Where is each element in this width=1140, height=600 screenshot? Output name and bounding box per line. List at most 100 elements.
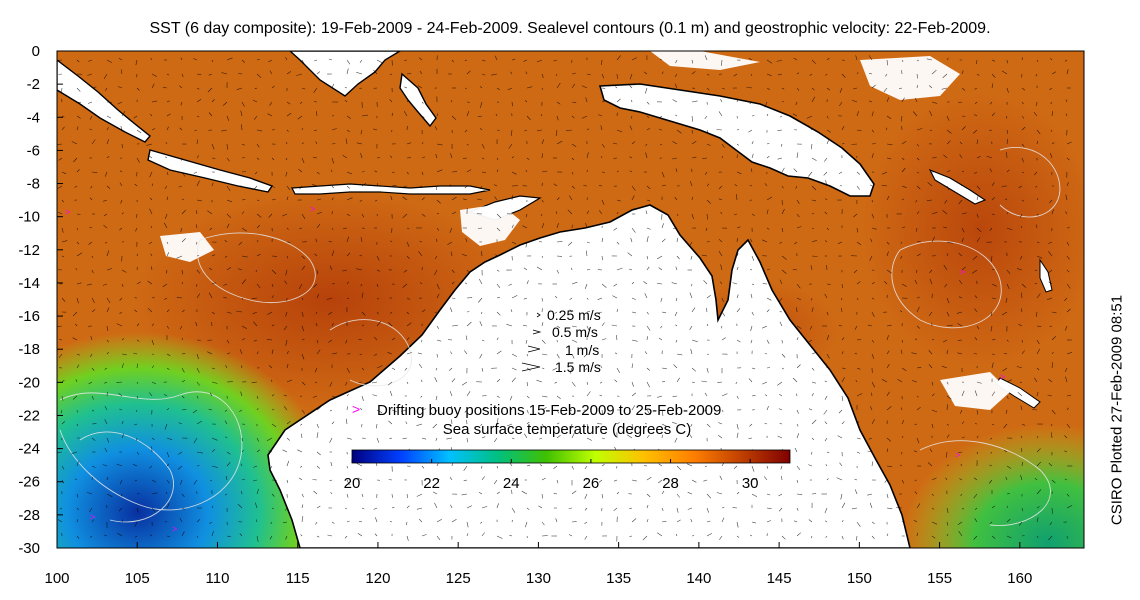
- velocity-arrow: [1006, 211, 1009, 215]
- velocity-arrow: [316, 224, 321, 229]
- colorbar-tick-label: 20: [344, 475, 361, 492]
- velocity-arrow: [1050, 58, 1053, 61]
- velocity-arrow: [927, 182, 933, 187]
- velocity-arrow: [178, 422, 183, 425]
- velocity-arrow: [466, 505, 473, 509]
- velocity-arrow: [778, 493, 783, 497]
- velocity-arrow: [180, 227, 183, 232]
- velocity-arrow: [496, 311, 501, 316]
- velocity-arrow: [916, 532, 918, 537]
- velocity-arrow: [646, 476, 652, 481]
- velocity-arrow: [510, 71, 513, 75]
- velocity-arrow: [480, 521, 483, 524]
- velocity-arrow: [136, 323, 140, 327]
- velocity-arrow: [1021, 57, 1023, 61]
- velocity-arrow: [1020, 475, 1023, 481]
- velocity-arrow: [1049, 87, 1053, 91]
- velocity-arrow: [481, 59, 486, 62]
- velocity-arrow: [241, 143, 245, 146]
- velocity-arrow: [134, 423, 138, 426]
- velocity-arrow: [106, 307, 110, 313]
- velocity-arrow: [629, 125, 633, 131]
- velocity-arrow: [221, 129, 228, 132]
- velocity-arrow: [781, 101, 784, 103]
- velocity-arrow: [344, 99, 348, 103]
- velocity-arrow: [976, 227, 982, 233]
- velocity-arrow: [811, 307, 814, 313]
- velocity-arrow: [824, 211, 828, 215]
- velocity-arrow: [241, 227, 247, 232]
- velocity-arrow: [61, 240, 68, 243]
- velocity-arrow: [1066, 269, 1070, 273]
- velocity-arrow: [942, 210, 948, 215]
- velocity-arrow: [466, 143, 469, 146]
- velocity-arrow: [151, 83, 155, 89]
- velocity-arrow: [149, 208, 153, 215]
- velocity-arrow: [629, 170, 633, 173]
- velocity-arrow: [811, 367, 815, 371]
- velocity-arrow: [751, 493, 758, 498]
- velocity-arrow: [346, 59, 351, 65]
- velocity-arrow: [342, 155, 348, 159]
- velocity-arrow: [661, 381, 666, 383]
- velocity-arrow: [1066, 141, 1072, 145]
- velocity-arrow: [976, 73, 980, 76]
- velocity-arrow: [374, 199, 378, 202]
- velocity-arrow: [631, 281, 635, 285]
- velocity-arrow: [717, 381, 723, 383]
- velocity-arrow: [601, 59, 603, 66]
- velocity-arrow: [1051, 142, 1055, 145]
- velocity-arrow: [316, 211, 323, 215]
- velocity-arrow: [391, 409, 397, 413]
- velocity-arrow: [777, 73, 783, 76]
- velocity-arrow: [346, 115, 351, 119]
- velocity-arrow: [629, 268, 633, 271]
- velocity-arrow: [330, 461, 333, 467]
- velocity-arrow: [1066, 352, 1072, 355]
- velocity-arrow: [928, 364, 933, 369]
- velocity-arrow: [583, 353, 588, 358]
- velocity-arrow: [780, 465, 783, 470]
- legend-arrow-15: [521, 362, 541, 372]
- velocity-arrow: [76, 423, 78, 427]
- velocity-arrow: [134, 183, 138, 187]
- velocity-arrow: [959, 478, 963, 481]
- velocity-arrow: [436, 227, 440, 231]
- velocity-arrow: [886, 405, 892, 411]
- velocity-arrow: [616, 465, 618, 469]
- velocity-arrow: [541, 297, 543, 302]
- velocity-arrow: [90, 535, 93, 538]
- velocity-arrow: [177, 465, 183, 470]
- velocity-arrow: [1051, 111, 1053, 117]
- velocity-arrow: [961, 421, 965, 425]
- velocity-arrow: [133, 115, 138, 119]
- velocity-arrow: [1036, 367, 1040, 371]
- velocity-arrow: [1017, 391, 1023, 397]
- velocity-arrow: [645, 152, 648, 159]
- velocity-arrow: [226, 462, 231, 467]
- velocity-arrow: [76, 507, 79, 511]
- velocity-arrow: [376, 297, 380, 300]
- velocity-arrow: [735, 381, 738, 385]
- velocity-arrow: [211, 367, 215, 370]
- velocity-arrow: [961, 170, 964, 173]
- buoy-marker: >: [955, 450, 960, 460]
- velocity-arrow: [406, 73, 412, 75]
- velocity-arrow: [286, 350, 289, 355]
- velocity-arrow: [584, 493, 588, 500]
- velocity-arrow: [1064, 450, 1068, 453]
- velocity-arrow: [436, 339, 442, 342]
- velocity-arrow: [886, 335, 889, 341]
- velocity-arrow: [361, 213, 365, 218]
- velocity-arrow: [57, 519, 63, 523]
- velocity-arrow: [601, 143, 605, 148]
- velocity-arrow: [496, 87, 500, 90]
- velocity-arrow: [1006, 87, 1009, 93]
- velocity-arrow: [523, 59, 528, 62]
- velocity-arrow: [526, 464, 531, 467]
- velocity-arrow: [76, 461, 79, 467]
- velocity-arrow: [991, 362, 994, 369]
- velocity-arrow: [255, 502, 258, 509]
- velocity-arrow: [781, 199, 783, 206]
- velocity-arrow: [1006, 339, 1009, 342]
